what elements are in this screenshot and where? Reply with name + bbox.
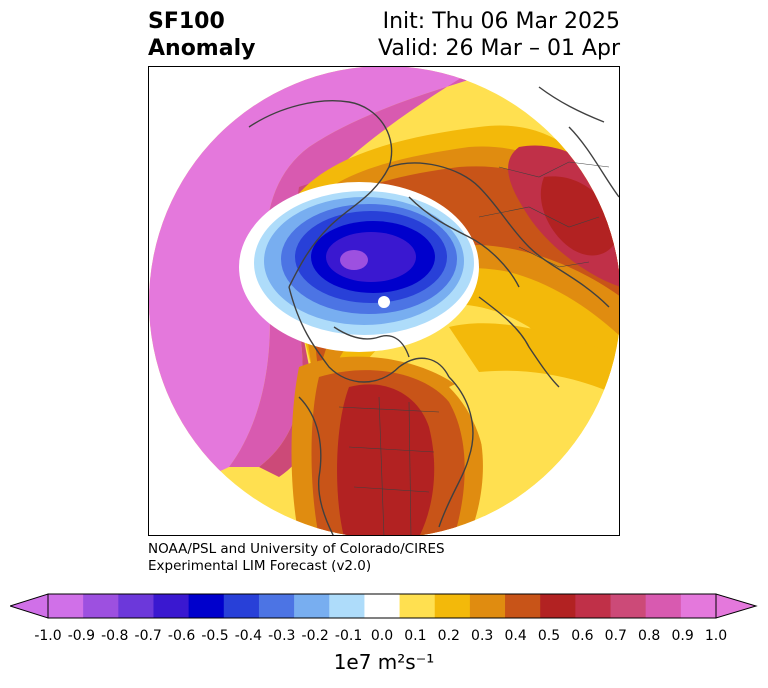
title-line-1: SF100 <box>148 9 225 34</box>
colorbar-swatch <box>399 594 436 618</box>
colorbar-tick-label: -0.1 <box>334 628 363 644</box>
colorbar-ticks: -1.0 -0.9 -0.8 -0.7 -0.6 -0.5 -0.4 -0.3 -0.2 -0.1… <box>0 628 768 648</box>
chart-title: SF100 Anomaly <box>148 8 255 62</box>
valid-date: Valid: 26 Mar – 01 Apr <box>378 36 620 61</box>
colorbar-tick-label: -0.6 <box>167 628 196 644</box>
contour-high-pink <box>149 67 509 479</box>
colorbar-tick-label: 0.3 <box>471 628 494 644</box>
credit-text: NOAA/PSL and University of Colorado/CIRE… <box>148 541 445 575</box>
title-line-2: Anomaly <box>148 36 256 61</box>
colorbar-swatch <box>188 594 225 618</box>
colorbar-extend-low <box>10 593 49 619</box>
colorbar-swatch <box>680 594 717 618</box>
colorbar-tick-label: -0.5 <box>201 628 229 644</box>
colorbar-tick-label: 0.2 <box>437 628 460 644</box>
colorbar-tick-label: -1.0 <box>34 628 62 644</box>
colorbar-tick-label: -0.7 <box>134 628 162 644</box>
colorbar-tick-label: 0.9 <box>671 628 694 644</box>
init-date: Init: Thu 06 Mar 2025 <box>382 9 620 34</box>
colorbar-tick-label: 0.1 <box>404 628 427 644</box>
colorbar-tick-label: 0.8 <box>638 628 661 644</box>
colorbar-swatch <box>258 594 295 618</box>
colorbar-tick-label: -0.4 <box>234 628 263 644</box>
colorbar-extend-high <box>715 593 758 619</box>
colorbar-swatch <box>83 594 119 618</box>
colorbar-tick-label: 0.7 <box>604 628 627 644</box>
map-panel <box>148 66 620 536</box>
colorbar-swatch <box>645 594 682 618</box>
colorbar-swatch <box>575 594 612 618</box>
credit-line-1: NOAA/PSL and University of Colorado/CIRE… <box>148 541 445 557</box>
anomaly-map <box>149 67 619 535</box>
colorbar-swatch <box>48 594 84 618</box>
colorbar-tick-label: -0.2 <box>301 628 329 644</box>
colorbar-tick-label: 1.0 <box>704 628 728 644</box>
colorbar-swatch <box>223 594 260 618</box>
filled-contours <box>149 67 619 535</box>
contour-band-0.5-na <box>337 384 435 535</box>
colorbar-swatch <box>118 594 154 618</box>
colorbar-tick-label: -0.8 <box>101 628 129 644</box>
colorbar-swatch <box>469 594 506 618</box>
forecast-dates: Init: Thu 06 Mar 2025 Valid: 26 Mar – 01… <box>378 8 620 62</box>
pole-marker <box>378 296 390 308</box>
colorbar-swatch <box>294 594 330 618</box>
contour-band-0.5-ne <box>540 176 619 256</box>
contour-band--0.9 <box>340 250 368 270</box>
colorbar-tick-label: -0.3 <box>268 628 296 644</box>
colorbar-tick-label: -0.9 <box>67 628 96 644</box>
coastlines <box>248 86 619 535</box>
colorbar-outline <box>47 593 717 619</box>
colorbar-tick-label: 0.6 <box>571 628 594 644</box>
colorbar-swatch <box>153 594 190 618</box>
colorbar-tick-label: 0.5 <box>537 628 561 644</box>
colorbar-tick-label: 0.0 <box>370 628 394 644</box>
colorbar-swatch <box>610 594 647 618</box>
colorbar-unit-label: 1e7 m²s⁻¹ <box>333 650 435 674</box>
colorbar-swatch <box>364 594 401 618</box>
colorbar-tick-label: 0.4 <box>504 628 527 644</box>
credit-line-2: Experimental LIM Forecast (v2.0) <box>148 558 372 574</box>
contour-band-0.2-e <box>449 323 619 397</box>
colorbar <box>10 593 758 619</box>
political-borders <box>338 161 610 535</box>
colorbar-swatch <box>434 594 471 618</box>
colorbar-swatch <box>329 594 365 618</box>
colorbar-swatch <box>505 594 541 618</box>
colorbar-swatch <box>540 594 576 618</box>
contour-band--0.7 <box>326 232 416 282</box>
